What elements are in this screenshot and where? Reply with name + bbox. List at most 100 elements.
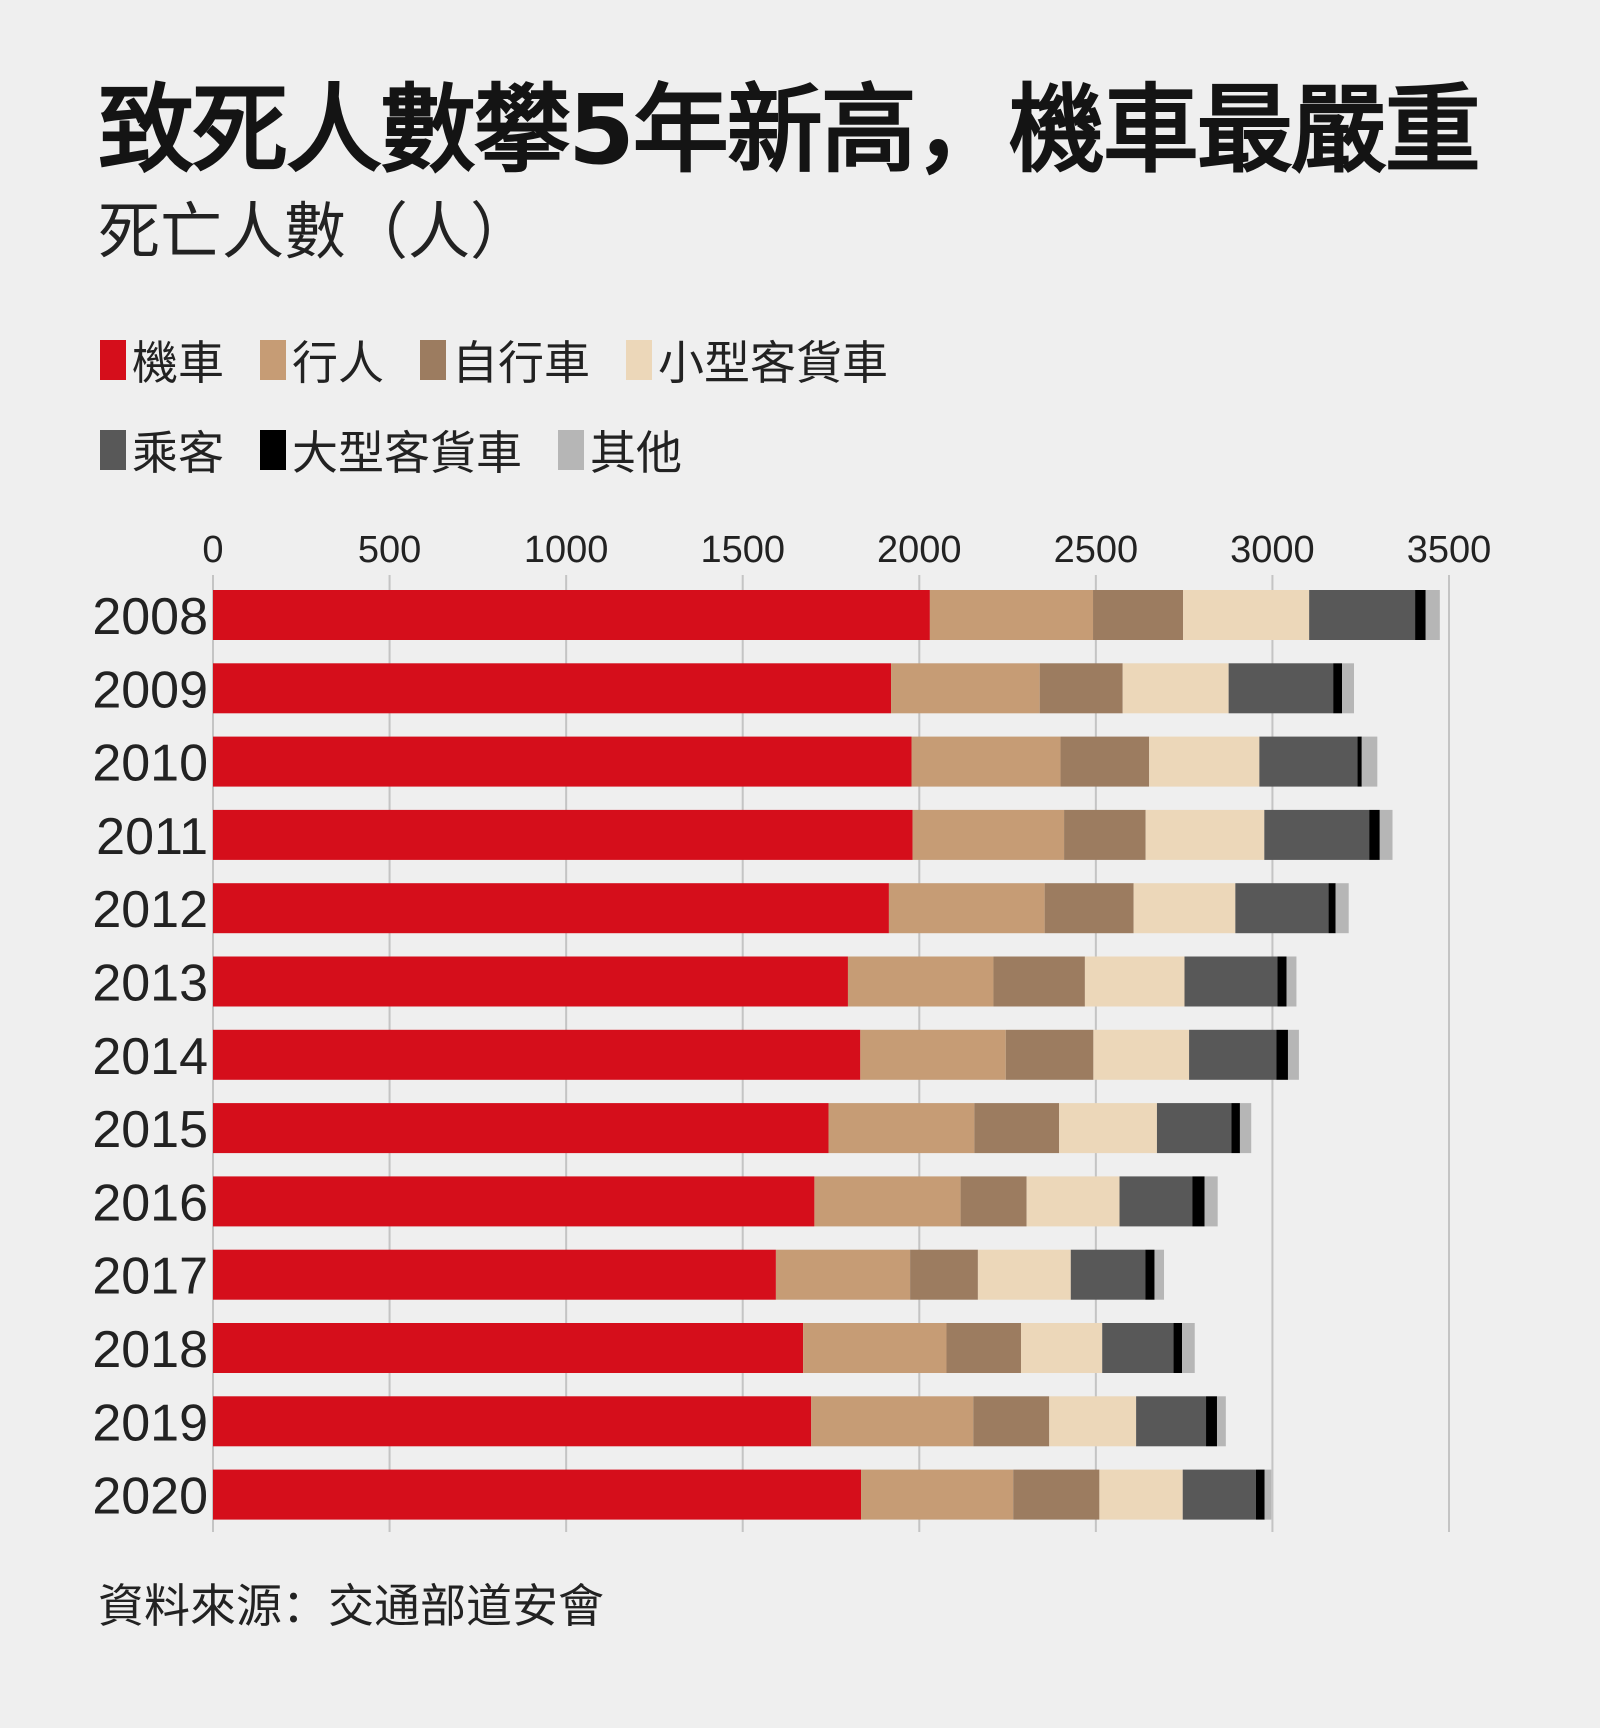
bar-2015-series-0 bbox=[213, 1103, 829, 1154]
bar-2017-series-3 bbox=[977, 1249, 1071, 1300]
bar-2016-series-1 bbox=[814, 1176, 961, 1227]
legend-item-bicycle: 自行車 bbox=[420, 327, 590, 393]
bar-2011-series-2 bbox=[1064, 809, 1146, 860]
bar-2013-series-4 bbox=[1184, 956, 1278, 1007]
bar-2014-series-1 bbox=[860, 1029, 1006, 1080]
bar-2014-series-3 bbox=[1093, 1029, 1190, 1080]
bar-2016-series-4 bbox=[1119, 1176, 1193, 1227]
legend-label-motorcycle: 機車 bbox=[132, 336, 224, 390]
stacked-bar-chart: 0 500 1000 1500 2000 2500 3000 3500 2008 2009 201… bbox=[92, 529, 1491, 1532]
chart-title: 致死人數攀5年新高，機車最嚴重 bbox=[98, 74, 1481, 186]
bar-2013-series-0 bbox=[213, 956, 848, 1007]
bar-2012-series-0 bbox=[213, 883, 889, 934]
bar-2012-series-6 bbox=[1335, 883, 1349, 934]
bar-2011-series-3 bbox=[1145, 809, 1265, 860]
bar-2013-series-2 bbox=[993, 956, 1085, 1007]
x-tick-label: 2500 bbox=[1054, 529, 1139, 571]
bar-2020-series-2 bbox=[1013, 1469, 1100, 1520]
year-label-2014: 2014 bbox=[92, 1028, 208, 1086]
bar-2008-series-6 bbox=[1425, 590, 1440, 640]
bar-2014-series-2 bbox=[1005, 1029, 1094, 1080]
legend-swatch-passenger bbox=[100, 430, 126, 470]
bar-2016-series-5 bbox=[1192, 1176, 1205, 1227]
year-label-2013: 2013 bbox=[92, 955, 208, 1013]
bar-2020-series-5 bbox=[1255, 1469, 1265, 1520]
legend-item-other: 其他 bbox=[558, 417, 682, 483]
bar-2013-series-3 bbox=[1084, 956, 1185, 1007]
x-tick-label: 2000 bbox=[877, 529, 962, 571]
bar-2020-series-4 bbox=[1182, 1469, 1256, 1520]
legend-label-other: 其他 bbox=[590, 426, 682, 480]
legend-swatch-bicycle bbox=[420, 340, 446, 380]
bar-2018-series-2 bbox=[946, 1323, 1021, 1373]
bar-2010-series-5 bbox=[1357, 736, 1362, 787]
bar-2009-series-6 bbox=[1341, 663, 1355, 714]
legend-row-1: 機車 行人 自行車 小型客貨車 bbox=[100, 330, 1400, 390]
bar-2017-series-6 bbox=[1154, 1249, 1165, 1300]
bar-2020-series-3 bbox=[1099, 1469, 1183, 1520]
bar-2012-series-1 bbox=[888, 883, 1045, 934]
bar-2020-series-0 bbox=[213, 1469, 862, 1520]
legend-swatch-other bbox=[558, 430, 584, 470]
bars bbox=[213, 590, 1440, 1520]
bar-2016-series-6 bbox=[1204, 1176, 1218, 1227]
bar-2010-series-4 bbox=[1259, 736, 1358, 787]
bar-2013-series-1 bbox=[847, 956, 994, 1007]
bar-2009-series-3 bbox=[1122, 663, 1229, 714]
source-note: 資料來源：交通部道安會 bbox=[98, 1579, 604, 1633]
bar-2014-series-5 bbox=[1276, 1029, 1288, 1080]
bar-2018-series-0 bbox=[213, 1323, 804, 1373]
bar-2009-series-1 bbox=[891, 663, 1040, 714]
legend-item-large-vehicle: 大型客貨車 bbox=[260, 417, 522, 483]
legend-label-pedestrian: 行人 bbox=[292, 336, 384, 390]
bar-2017-series-1 bbox=[775, 1249, 911, 1300]
y-axis-labels: 2008 2009 2010 2011 2012 2013 2014 2015 2016 2017… bbox=[92, 588, 208, 1526]
x-tick-label: 1500 bbox=[700, 529, 785, 571]
bar-2009-series-4 bbox=[1228, 663, 1334, 714]
bar-2010-series-3 bbox=[1149, 736, 1260, 787]
bar-2015-series-4 bbox=[1156, 1103, 1232, 1154]
legend-swatch-large-vehicle bbox=[260, 430, 286, 470]
legend-label-small-vehicle: 小型客貨車 bbox=[658, 336, 888, 390]
bar-2015-series-5 bbox=[1231, 1103, 1240, 1154]
bar-2017-series-2 bbox=[910, 1249, 978, 1300]
bar-2017-series-0 bbox=[213, 1249, 776, 1300]
x-axis-ticks: 0 500 1000 1500 2000 2500 3000 3500 bbox=[202, 529, 1491, 571]
bar-2008-series-0 bbox=[213, 590, 930, 640]
year-label-2020: 2020 bbox=[92, 1468, 208, 1526]
bar-2013-series-6 bbox=[1286, 956, 1297, 1007]
bar-2015-series-2 bbox=[974, 1103, 1060, 1154]
x-tick-label: 0 bbox=[202, 529, 223, 571]
bar-2009-series-0 bbox=[213, 663, 892, 714]
bar-2016-series-2 bbox=[960, 1176, 1027, 1227]
legend: 機車 行人 自行車 小型客貨車 乘客 大型客貨車 其他 bbox=[100, 330, 1400, 510]
year-label-2017: 2017 bbox=[92, 1248, 208, 1306]
bar-2016-series-0 bbox=[213, 1176, 815, 1227]
legend-swatch-small-vehicle bbox=[626, 340, 652, 380]
bar-2019-series-5 bbox=[1206, 1396, 1217, 1447]
legend-item-passenger: 乘客 bbox=[100, 417, 224, 483]
bar-2015-series-6 bbox=[1239, 1103, 1252, 1154]
bar-2011-series-1 bbox=[912, 809, 1065, 860]
legend-swatch-pedestrian bbox=[260, 340, 286, 380]
bar-2019-series-4 bbox=[1136, 1396, 1207, 1447]
x-tick-label: 3500 bbox=[1407, 529, 1492, 571]
bar-2020-series-6 bbox=[1264, 1469, 1272, 1520]
bar-2019-series-1 bbox=[811, 1396, 974, 1447]
legend-row-2: 乘客 大型客貨車 其他 bbox=[100, 420, 1400, 480]
legend-item-small-vehicle: 小型客貨車 bbox=[626, 327, 888, 393]
bar-2017-series-5 bbox=[1145, 1249, 1155, 1300]
bar-2008-series-3 bbox=[1183, 590, 1310, 640]
bar-2018-series-3 bbox=[1020, 1323, 1103, 1373]
legend-label-passenger: 乘客 bbox=[132, 426, 224, 480]
legend-swatch-motorcycle bbox=[100, 340, 126, 380]
bar-2014-series-0 bbox=[213, 1029, 861, 1080]
bar-2015-series-3 bbox=[1059, 1103, 1157, 1154]
bar-2014-series-4 bbox=[1189, 1029, 1277, 1080]
bar-2019-series-6 bbox=[1216, 1396, 1226, 1447]
year-label-2011: 2011 bbox=[96, 808, 208, 866]
bar-2012-series-5 bbox=[1328, 883, 1336, 934]
bar-2012-series-4 bbox=[1235, 883, 1329, 934]
x-tick-label: 500 bbox=[358, 529, 421, 571]
bar-2008-series-2 bbox=[1093, 590, 1184, 640]
